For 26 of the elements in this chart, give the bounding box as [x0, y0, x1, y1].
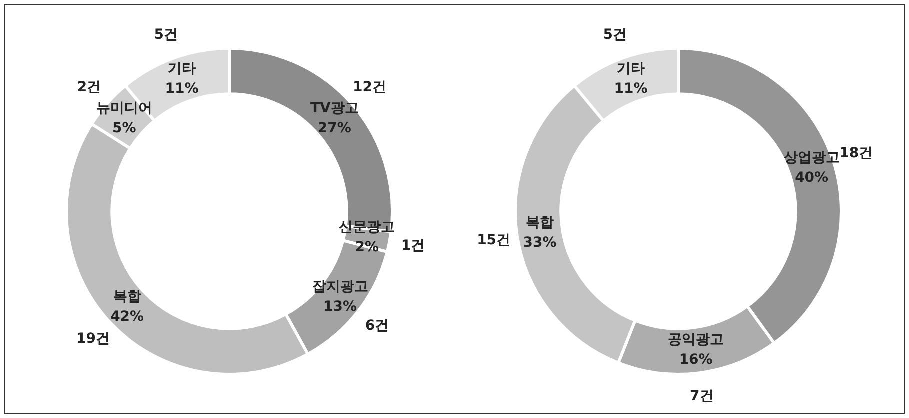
- slice-label: 뉴미디어: [96, 100, 152, 116]
- text: 5건: [603, 27, 628, 44]
- text: 7건: [690, 388, 714, 405]
- slice-label: 복합: [113, 289, 142, 306]
- data-label: 5%: [112, 120, 136, 136]
- slice-label: 복합: [526, 215, 554, 232]
- slice-label: 신문광고: [339, 219, 396, 236]
- data-label: 11%: [165, 81, 199, 98]
- text: 15건: [477, 232, 511, 248]
- text: 18건: [840, 145, 874, 162]
- data-label: 40%: [795, 170, 829, 186]
- text: 2건: [77, 79, 102, 96]
- slice-label: 기타: [168, 61, 196, 78]
- data-label: 27%: [318, 120, 352, 136]
- text: 12건: [353, 79, 387, 96]
- data-label: 16%: [679, 352, 713, 368]
- text: 1건: [401, 238, 426, 254]
- text: 19건: [76, 331, 110, 348]
- data-label: 13%: [324, 299, 358, 316]
- data-label: 42%: [110, 309, 144, 326]
- text: 5건: [154, 27, 178, 44]
- slice-label: 공익광고: [668, 332, 724, 348]
- text: 6건: [365, 318, 390, 334]
- data-label: 11%: [614, 81, 648, 98]
- slice-label: 기타: [617, 61, 646, 78]
- data-label: 33%: [523, 235, 557, 252]
